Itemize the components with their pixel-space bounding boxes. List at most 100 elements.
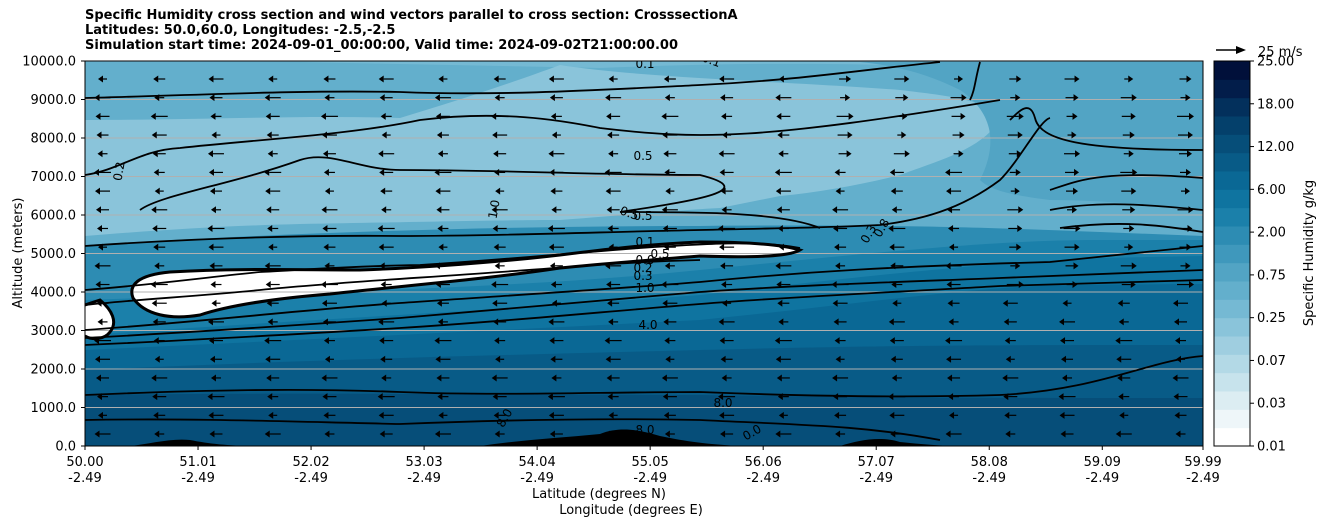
wind-vector-head bbox=[1018, 112, 1024, 120]
wind-vector-head bbox=[665, 355, 671, 363]
wind-vector-head bbox=[435, 112, 441, 120]
wind-vector-head bbox=[605, 355, 611, 363]
wind-vector-head bbox=[549, 94, 555, 102]
wind-vector-head bbox=[96, 299, 102, 307]
colorbar-segment-18 bbox=[1214, 97, 1250, 117]
wind-vector-head bbox=[208, 411, 214, 419]
colorbar-segment-3 bbox=[1214, 372, 1250, 392]
x-tick-label-lat-8: 58.08 bbox=[971, 455, 1008, 470]
wind-vector-head bbox=[322, 224, 328, 232]
wind-vector-head bbox=[1061, 355, 1067, 363]
wind-vector-head bbox=[1016, 243, 1022, 251]
wind-vector-head bbox=[1189, 281, 1194, 289]
wind-vector-head bbox=[606, 374, 612, 382]
colorbar-tick-label-6: 6.00 bbox=[1257, 183, 1286, 198]
wind-vector-head bbox=[776, 281, 782, 289]
wind-vector-head bbox=[945, 262, 951, 270]
colorbar-tick-label-9: 25.00 bbox=[1257, 55, 1294, 70]
wind-vector-head bbox=[664, 262, 670, 270]
wind-vector-head bbox=[264, 337, 270, 345]
wind-vector-head bbox=[154, 187, 160, 195]
wind-vector-head bbox=[1074, 243, 1080, 251]
wind-vector-head bbox=[959, 131, 965, 139]
wind-vector-head bbox=[1188, 131, 1193, 139]
wind-vector-head bbox=[434, 430, 440, 438]
wind-vector-head bbox=[320, 281, 326, 289]
wind-vector-head bbox=[548, 318, 554, 326]
wind-vector-head bbox=[380, 112, 386, 120]
wind-vector-head bbox=[1071, 131, 1077, 139]
wind-vector-head bbox=[606, 112, 612, 120]
contour-line-8 bbox=[85, 279, 1203, 346]
wind-vector-head bbox=[494, 94, 500, 102]
wind-vector-head bbox=[663, 318, 669, 326]
wind-vector-head bbox=[946, 187, 952, 195]
wind-vector-head bbox=[380, 281, 386, 289]
wind-vector-head bbox=[492, 224, 498, 232]
wind-vector-head bbox=[1132, 168, 1138, 176]
x-tick-label-lat-0: 50.00 bbox=[66, 455, 103, 470]
wind-vector-head bbox=[777, 131, 783, 139]
wind-vector-head bbox=[719, 243, 725, 251]
wind-vector-head bbox=[95, 281, 101, 289]
wind-vector-head bbox=[889, 411, 895, 419]
wind-vector-head bbox=[776, 374, 782, 382]
wind-vector-head bbox=[607, 131, 613, 139]
contour-label-9: 0.2 bbox=[633, 261, 652, 275]
wind-vector-head bbox=[97, 393, 102, 401]
wind-vector-head bbox=[493, 318, 499, 326]
wind-vector-head bbox=[775, 430, 781, 438]
dry-tongue-left-outline bbox=[85, 298, 116, 341]
y-tick-label-9: 9000.0 bbox=[31, 93, 77, 108]
wind-vector-head bbox=[437, 393, 443, 401]
x-axis: 50.00-2.4951.01-2.4952.02-2.4953.03-2.49… bbox=[66, 446, 1222, 486]
wind-vector-head bbox=[494, 430, 500, 438]
wind-vector-head bbox=[377, 393, 383, 401]
wind-vector-head bbox=[209, 355, 215, 363]
wind-vector-head bbox=[1004, 337, 1010, 345]
wind-vector-head bbox=[718, 318, 724, 326]
wind-vector-head bbox=[891, 206, 897, 214]
x-tick-label-lat-5: 55.05 bbox=[632, 455, 669, 470]
wind-vector-head bbox=[946, 281, 952, 289]
wind-vector-head bbox=[608, 318, 614, 326]
contour-label-7: 0.1 bbox=[635, 235, 654, 249]
colorbar-tick-label-0: 0.01 bbox=[1257, 440, 1286, 455]
x-tick-label-lon-9: -2.49 bbox=[1085, 471, 1119, 486]
wind-vector-head bbox=[321, 374, 327, 382]
wind-vector-head bbox=[663, 75, 669, 83]
wind-vector-head bbox=[1062, 374, 1068, 382]
wind-vector-head bbox=[1058, 393, 1064, 401]
wind-vector-head bbox=[548, 243, 554, 251]
wind-vector-head bbox=[495, 187, 501, 195]
contour-line-9 bbox=[85, 355, 1203, 398]
wind-vector-head bbox=[720, 262, 726, 270]
wind-vector-head bbox=[437, 318, 443, 326]
wind-vector-head bbox=[493, 411, 499, 419]
wind-key-label: 25 m/s bbox=[1258, 45, 1303, 60]
wind-vector-head bbox=[833, 224, 839, 232]
wind-vector-head bbox=[550, 281, 556, 289]
wind-vector-head bbox=[607, 224, 613, 232]
wind-vector-head bbox=[379, 262, 385, 270]
wind-vector-head bbox=[154, 262, 160, 270]
y-tick-label-1: 1000.0 bbox=[31, 401, 77, 416]
wind-vector-head bbox=[550, 355, 556, 363]
wind-vector-head bbox=[1005, 430, 1011, 438]
wind-vector-head bbox=[774, 168, 780, 176]
y-tick-label-10: 10000.0 bbox=[22, 55, 76, 70]
wind-vector-head bbox=[436, 206, 442, 214]
wind-vector-head bbox=[1073, 262, 1079, 270]
wind-vector-head bbox=[207, 318, 213, 326]
wind-vector-head bbox=[904, 150, 910, 158]
wind-vector-head bbox=[604, 337, 610, 345]
wind-vector-head bbox=[1174, 411, 1180, 419]
wind-vector-head bbox=[605, 94, 611, 102]
terrain-profile bbox=[85, 429, 1203, 446]
contour-line-3 bbox=[85, 117, 1051, 247]
wind-vector-head bbox=[492, 393, 498, 401]
wind-vector-head bbox=[97, 318, 103, 326]
wind-vector-head bbox=[891, 374, 897, 382]
wind-vector-head bbox=[719, 337, 725, 345]
wind-vector-head bbox=[1172, 374, 1178, 382]
